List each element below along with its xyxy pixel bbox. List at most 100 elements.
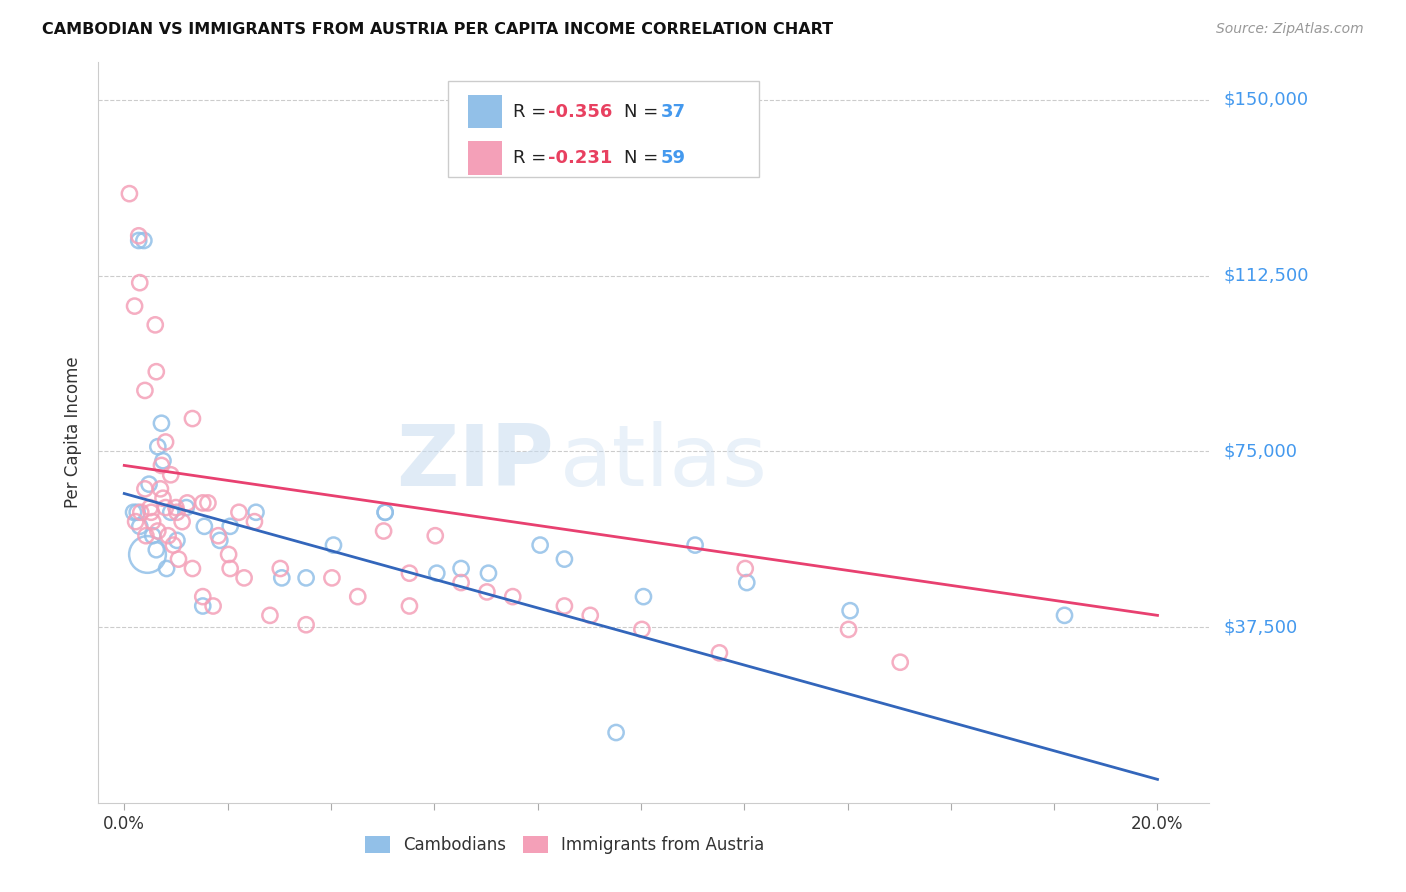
- Legend: Cambodians, Immigrants from Austria: Cambodians, Immigrants from Austria: [359, 830, 772, 861]
- Point: [1053, 608, 1076, 623]
- Point: [127, 505, 149, 519]
- Point: [145, 542, 167, 557]
- Point: [839, 604, 862, 618]
- Point: [228, 505, 250, 519]
- Point: [346, 590, 368, 604]
- Point: [605, 725, 627, 739]
- FancyBboxPatch shape: [468, 141, 502, 175]
- Point: [152, 491, 174, 506]
- Text: N =: N =: [624, 149, 664, 167]
- Point: [295, 617, 318, 632]
- Point: [135, 529, 157, 543]
- Point: [233, 571, 256, 585]
- Point: [122, 505, 145, 519]
- Point: [191, 496, 214, 510]
- Text: CAMBODIAN VS IMMIGRANTS FROM AUSTRIA PER CAPITA INCOME CORRELATION CHART: CAMBODIAN VS IMMIGRANTS FROM AUSTRIA PER…: [42, 22, 834, 37]
- Point: [124, 299, 146, 313]
- Point: [124, 515, 146, 529]
- Text: -0.356: -0.356: [548, 103, 613, 120]
- Text: $150,000: $150,000: [1223, 91, 1308, 109]
- Point: [176, 496, 198, 510]
- Point: [162, 538, 184, 552]
- Point: [374, 505, 396, 519]
- Point: [150, 458, 173, 473]
- Point: [218, 548, 240, 562]
- Point: [269, 561, 291, 575]
- Point: [321, 571, 343, 585]
- Text: atlas: atlas: [560, 421, 768, 504]
- Point: [152, 454, 174, 468]
- FancyBboxPatch shape: [449, 81, 759, 178]
- Point: [191, 590, 214, 604]
- Point: [146, 524, 169, 538]
- Point: [136, 548, 159, 562]
- Point: [207, 529, 229, 543]
- Point: [128, 234, 150, 248]
- Point: [172, 515, 194, 529]
- Point: [134, 482, 156, 496]
- Point: [156, 561, 179, 575]
- Point: [157, 529, 180, 543]
- Point: [193, 519, 215, 533]
- Point: [134, 384, 156, 398]
- Point: [709, 646, 731, 660]
- Point: [208, 533, 231, 548]
- Point: [139, 505, 162, 519]
- Point: [475, 585, 498, 599]
- Point: [322, 538, 344, 552]
- Text: ZIP: ZIP: [396, 421, 554, 504]
- Text: 37: 37: [661, 103, 686, 120]
- Point: [165, 500, 187, 515]
- Point: [245, 505, 267, 519]
- Point: [142, 515, 165, 529]
- Point: [373, 524, 395, 538]
- Point: [145, 365, 167, 379]
- Point: [270, 571, 292, 585]
- Point: [150, 416, 173, 430]
- Point: [159, 467, 181, 482]
- Point: [450, 561, 472, 575]
- Point: [889, 655, 911, 669]
- Text: 59: 59: [661, 149, 686, 167]
- Point: [142, 529, 165, 543]
- Point: [139, 500, 162, 515]
- Point: [138, 477, 160, 491]
- Text: N =: N =: [624, 103, 664, 120]
- Point: [735, 575, 758, 590]
- Text: $112,500: $112,500: [1223, 267, 1309, 285]
- Text: Source: ZipAtlas.com: Source: ZipAtlas.com: [1216, 22, 1364, 37]
- Point: [579, 608, 602, 623]
- Text: -0.231: -0.231: [548, 149, 613, 167]
- Point: [174, 500, 197, 515]
- Point: [166, 533, 188, 548]
- Point: [159, 505, 181, 519]
- Point: [425, 529, 447, 543]
- Point: [146, 440, 169, 454]
- Point: [128, 276, 150, 290]
- Point: [477, 566, 499, 581]
- Point: [374, 505, 396, 519]
- Point: [450, 575, 472, 590]
- Point: [683, 538, 706, 552]
- Point: [426, 566, 449, 581]
- Point: [553, 552, 575, 566]
- Point: [129, 505, 152, 519]
- Point: [202, 599, 225, 613]
- Point: [155, 500, 177, 515]
- Point: [398, 566, 420, 581]
- Point: [197, 496, 219, 510]
- Point: [143, 318, 166, 332]
- Point: [631, 623, 654, 637]
- Point: [219, 561, 242, 575]
- Point: [191, 599, 214, 613]
- Point: [167, 552, 190, 566]
- Text: $37,500: $37,500: [1223, 618, 1298, 636]
- Point: [181, 561, 204, 575]
- Point: [259, 608, 281, 623]
- Point: [838, 623, 860, 637]
- Point: [734, 561, 756, 575]
- Point: [398, 599, 420, 613]
- Point: [633, 590, 655, 604]
- Point: [128, 228, 150, 243]
- Text: R =: R =: [513, 149, 551, 167]
